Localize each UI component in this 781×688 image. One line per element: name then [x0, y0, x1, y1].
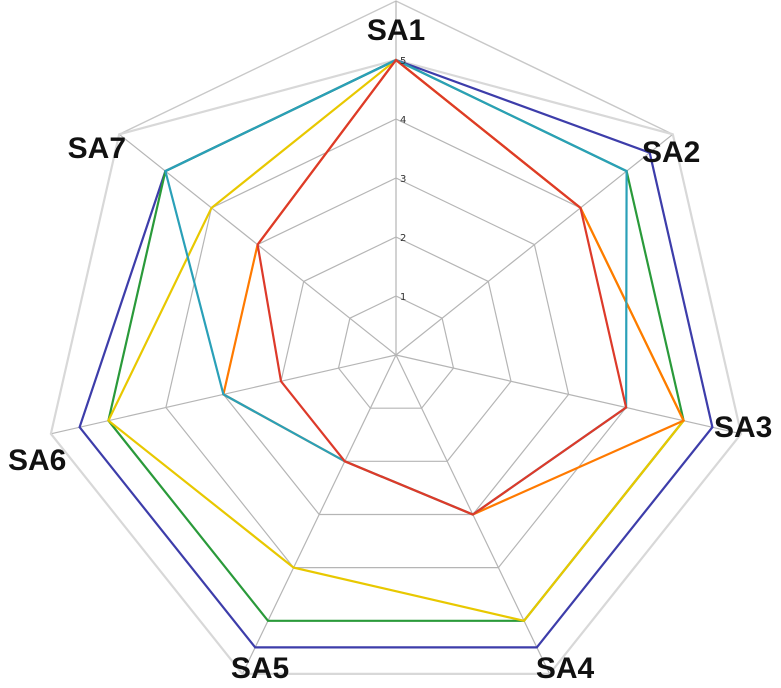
tick-label-3: 3	[400, 174, 406, 185]
axis-label-sa4: SA4	[536, 652, 595, 685]
radial-tick-labels: 1 2 3 4 5	[400, 56, 406, 303]
tick-label-5: 5	[400, 56, 406, 67]
series-line-7	[258, 60, 626, 515]
spoke-sa2	[396, 134, 673, 355]
tick-label-1: 1	[400, 292, 406, 303]
series-line-5	[223, 60, 683, 515]
axis-label-sa1: SA1	[367, 14, 425, 47]
tick-label-4: 4	[400, 115, 406, 126]
axis-label-sa2: SA2	[642, 136, 700, 169]
axis-labels: SA1 SA2 SA3 SA4 SA5 SA6 SA7	[8, 14, 772, 685]
axis-label-sa5: SA5	[231, 652, 289, 685]
axis-label-sa3: SA3	[714, 411, 772, 444]
axis-label-sa6: SA6	[8, 444, 66, 477]
axis-label-sa7: SA7	[68, 132, 126, 165]
spoke-sa3	[396, 355, 741, 434]
tick-label-2: 2	[400, 233, 406, 244]
grid	[51, 1, 741, 674]
